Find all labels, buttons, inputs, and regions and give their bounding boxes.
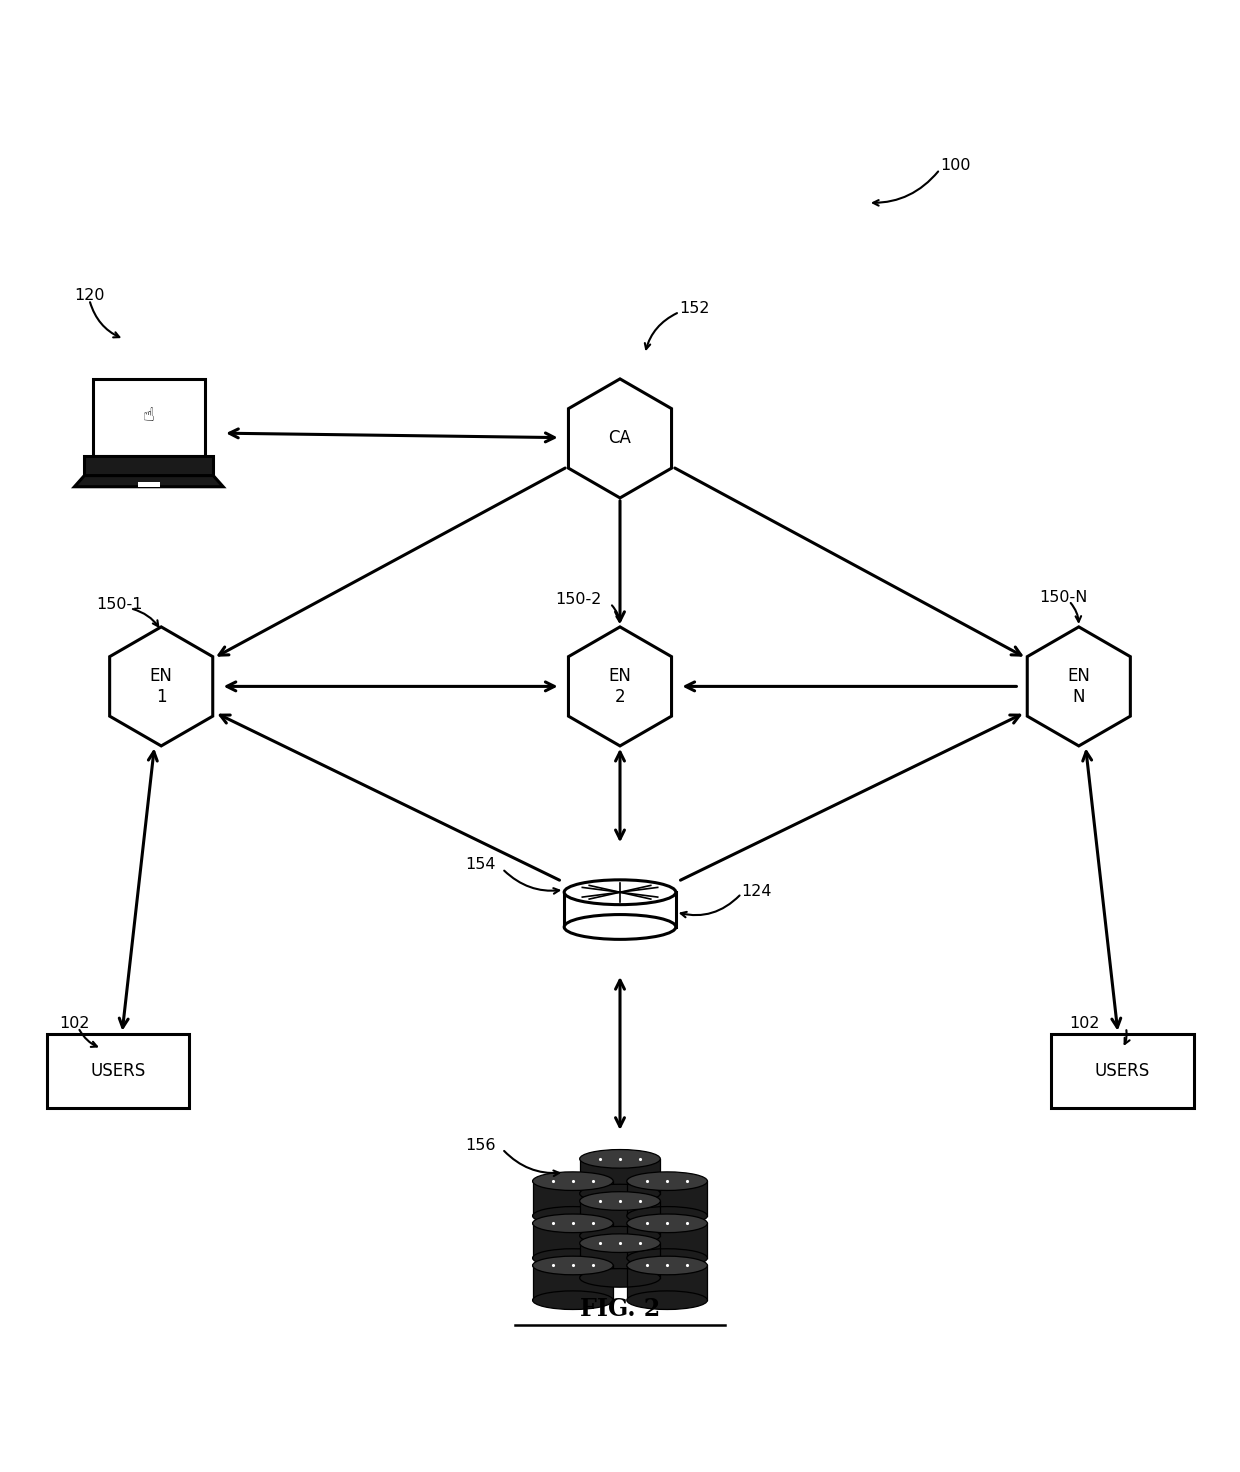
Text: CA: CA <box>609 430 631 447</box>
Ellipse shape <box>533 1291 613 1310</box>
Ellipse shape <box>580 1185 660 1203</box>
Ellipse shape <box>627 1172 707 1191</box>
Ellipse shape <box>627 1291 707 1310</box>
Text: 150-1: 150-1 <box>97 598 144 612</box>
Polygon shape <box>109 627 213 746</box>
Text: FIG. 2: FIG. 2 <box>580 1297 660 1320</box>
FancyBboxPatch shape <box>533 1266 613 1300</box>
Ellipse shape <box>533 1172 613 1191</box>
FancyBboxPatch shape <box>93 378 205 456</box>
Text: 156: 156 <box>465 1138 496 1153</box>
Text: EN
2: EN 2 <box>609 667 631 705</box>
Text: 124: 124 <box>742 883 773 898</box>
FancyBboxPatch shape <box>84 456 213 475</box>
Text: USERS: USERS <box>91 1061 145 1080</box>
Text: 120: 120 <box>74 289 105 303</box>
Polygon shape <box>568 378 672 498</box>
Ellipse shape <box>580 1150 660 1169</box>
Ellipse shape <box>627 1207 707 1225</box>
Text: 102: 102 <box>1069 1016 1100 1032</box>
Text: USERS: USERS <box>1095 1061 1149 1080</box>
FancyBboxPatch shape <box>627 1181 707 1216</box>
Text: ☝: ☝ <box>143 406 155 425</box>
FancyBboxPatch shape <box>533 1223 613 1259</box>
Polygon shape <box>568 627 672 746</box>
Ellipse shape <box>564 914 676 939</box>
FancyBboxPatch shape <box>580 1244 660 1278</box>
Text: 102: 102 <box>60 1016 91 1032</box>
FancyBboxPatch shape <box>580 1158 660 1194</box>
FancyBboxPatch shape <box>627 1266 707 1300</box>
FancyBboxPatch shape <box>533 1181 613 1216</box>
Ellipse shape <box>533 1256 613 1275</box>
Text: EN
1: EN 1 <box>150 667 172 705</box>
FancyBboxPatch shape <box>627 1223 707 1259</box>
Ellipse shape <box>580 1269 660 1287</box>
Polygon shape <box>1027 627 1131 746</box>
Ellipse shape <box>627 1214 707 1232</box>
Text: EN
N: EN N <box>1068 667 1090 705</box>
Ellipse shape <box>533 1207 613 1225</box>
Text: 154: 154 <box>465 858 496 873</box>
Ellipse shape <box>627 1248 707 1267</box>
Ellipse shape <box>580 1192 660 1210</box>
Ellipse shape <box>564 880 676 905</box>
Ellipse shape <box>533 1214 613 1232</box>
Text: 152: 152 <box>680 300 711 315</box>
Text: 150-2: 150-2 <box>556 592 601 606</box>
Ellipse shape <box>580 1226 660 1245</box>
Ellipse shape <box>627 1256 707 1275</box>
FancyBboxPatch shape <box>564 892 676 927</box>
Text: 100: 100 <box>940 158 971 174</box>
Polygon shape <box>74 475 223 487</box>
Polygon shape <box>138 481 160 487</box>
Text: 150-N: 150-N <box>1039 590 1087 605</box>
FancyBboxPatch shape <box>1052 1033 1193 1108</box>
FancyBboxPatch shape <box>580 1201 660 1235</box>
Ellipse shape <box>533 1248 613 1267</box>
FancyBboxPatch shape <box>47 1033 188 1108</box>
Ellipse shape <box>580 1234 660 1253</box>
